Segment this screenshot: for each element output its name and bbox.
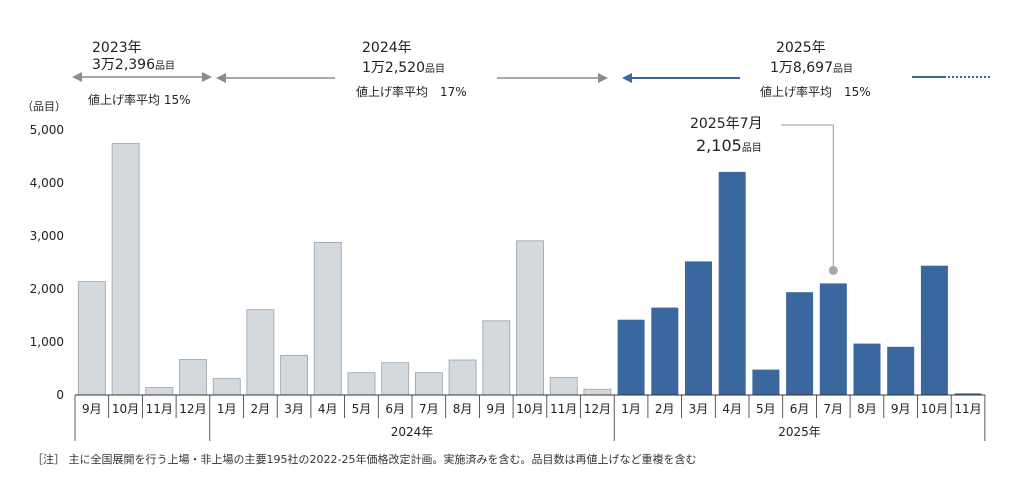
bar [718,171,746,395]
x-tick-label: 12月 [584,402,611,416]
bar [448,359,477,396]
x-tick-label: 11月 [146,402,173,416]
x-tick-label: 1月 [621,402,641,416]
year-2024-rate: 値上げ率平均 17% [356,84,467,99]
x-tick-label: 5月 [352,402,372,416]
x-tick-label: 10月 [516,402,543,416]
bar [786,292,814,395]
callout-line [781,124,834,271]
x-tick-label: 2月 [251,402,271,416]
bar [111,142,140,396]
arrow-2024-right [497,73,608,83]
year-2025-rate: 値上げ率平均 15% [760,84,871,99]
bar [954,393,982,395]
y-axis-unit-label: （品目） [22,100,66,113]
x-tick-label: 6月 [385,402,405,416]
bar [381,362,410,396]
y-tick-label: 0 [56,388,64,402]
arrow-2024-left [216,73,335,83]
x-tick-label: 8月 [857,402,877,416]
bar [313,241,342,396]
y-tick-label: 5,000 [30,123,64,137]
arrow-2025-left [622,73,740,83]
bar [583,388,612,396]
x-tick-label: 3月 [284,402,304,416]
x-tick-label: 10月 [921,402,948,416]
bar [280,354,309,396]
bar [516,240,544,396]
callout-dot [828,265,838,275]
year-group-label: 2025年 [778,425,821,439]
year-2024-label: 2024年 [362,40,412,56]
year-2023-rate: 値上げ率平均 15% [88,92,191,107]
x-tick-label: 4月 [318,402,338,416]
bar [145,387,174,396]
annual-summary-header: 2023年 3万2,396品目 値上げ率平均 15% 2024年 1万2,520… [72,40,990,155]
x-tick-label: 11月 [954,402,981,416]
x-tick-label: 1月 [217,402,237,416]
x-tick-label: 10月 [112,402,139,416]
x-tick-label: 9月 [82,402,102,416]
y-tick-label: 1,000 [30,335,64,349]
bar [920,265,948,395]
y-axis: （品目） 0 1,000 2,000 3,000 4,000 5,000 [22,100,66,402]
y-tick-label: 4,000 [30,176,64,190]
bar [549,377,578,396]
year-2024-total: 1万2,520品目 [362,60,445,76]
bar-series [77,142,982,396]
y-tick-label: 3,000 [30,229,64,243]
bar [887,346,915,395]
year-group-label: 2024年 [391,425,434,439]
x-tick-label: 3月 [689,402,709,416]
year-2023-unit: 品目 [155,60,175,72]
x-tick-label: 9月 [486,402,506,416]
callout-value-number: 2,105 [696,136,742,155]
bar [617,319,645,395]
callout-leader [781,124,838,275]
x-tick-label: 9月 [891,402,911,416]
year-2023-total: 3万2,396品目 [92,57,175,73]
callout-unit: 品目 [742,142,762,154]
x-tick-label: 4月 [722,402,742,416]
year-2023-label: 2023年 [92,40,142,56]
year-2025-total-value: 1万8,697 [770,60,833,76]
x-tick-label: 7月 [419,402,439,416]
bar [179,359,207,396]
bar [77,281,106,396]
arrow-2023-range [72,72,212,82]
year-2023-total-value: 3万2,396 [92,57,155,73]
bar [651,307,679,395]
callout-month: 2025年7月 [690,116,763,132]
bar [752,369,780,395]
year-2025-unit: 品目 [833,63,853,75]
year-2025-label: 2025年 [776,40,826,56]
callout-value: 2,105品目 [696,136,762,155]
x-tick-label: 5月 [756,402,776,416]
x-tick-label: 12月 [179,402,206,416]
x-tick-label: 11月 [550,402,577,416]
year-2024-unit: 品目 [425,63,445,75]
bar [482,320,511,396]
bar [347,372,376,396]
bar [414,372,443,396]
bar [819,283,847,395]
bar [212,378,241,396]
x-tick-label: 8月 [453,402,473,416]
x-tick-label: 7月 [823,402,843,416]
year-2024-total-value: 1万2,520 [362,60,425,76]
x-tick-label: 6月 [790,402,810,416]
bar [853,343,881,395]
bar [685,261,712,395]
x-tick-label: 2月 [655,402,675,416]
x-axis: 9月 10月 11月 12月 1月 2月 3月 4月 5月 6月 7月 8月 9月 10月 11月 12月 1月… [74,394,986,441]
year-2025-total: 1万8,697品目 [770,60,853,76]
bar [246,309,275,396]
footnote: ［注］ 主に全国展開を行う上場・非上場の主要195社の2022-25年価格改定計… [32,453,697,466]
y-tick-label: 2,000 [30,282,64,296]
